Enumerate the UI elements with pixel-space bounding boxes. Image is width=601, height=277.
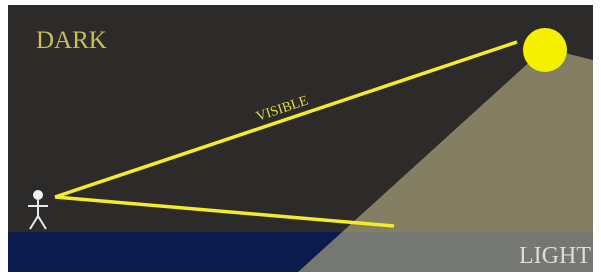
page: DARK VISIBLE LIGHT (() => { const data =… [0, 0, 601, 277]
light-label: LIGHT [519, 243, 591, 269]
scene: DARK VISIBLE LIGHT [8, 5, 593, 272]
diagram: DARK VISIBLE LIGHT [0, 0, 601, 277]
sun [523, 28, 567, 72]
dark-label: DARK [36, 27, 107, 54]
